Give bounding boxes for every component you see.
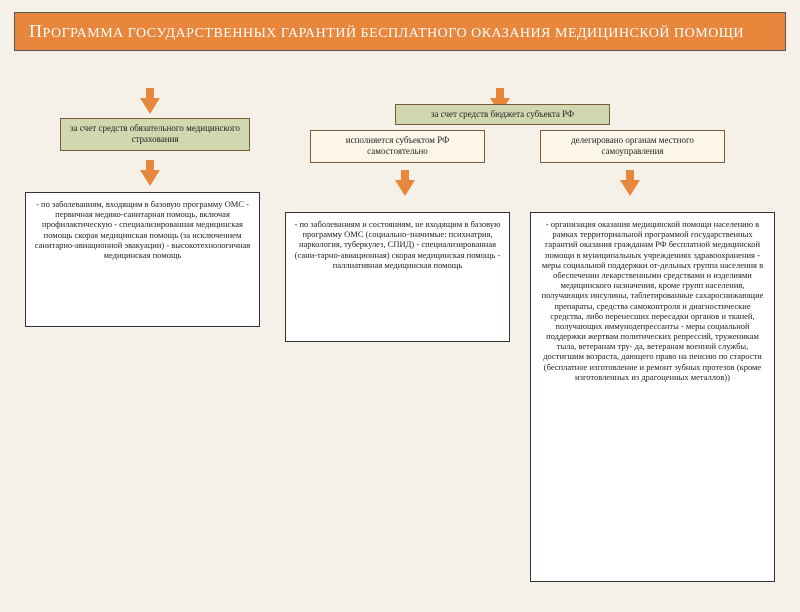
arrow-oms-to-detail	[140, 170, 160, 186]
text-funding-oms: за счет средств обязательного медицинско…	[70, 123, 240, 144]
text-self-executed: исполняется субъектом РФ самостоятельно	[346, 135, 449, 156]
title-first-char: П	[29, 21, 43, 41]
box-funding-budget: за счет средств бюджета субъекта РФ	[395, 104, 610, 125]
box-delegated: делегировано органам местного самоуправл…	[540, 130, 725, 163]
detail-self: - по заболеваниям и состояниям, не входя…	[285, 212, 510, 342]
text-detail-delegated: - организация оказания медицинской помощ…	[542, 219, 764, 382]
detail-oms: - по заболеваниям, входящим в базовую пр…	[25, 192, 260, 327]
arrow-self-to-detail	[395, 180, 415, 196]
arrow-title-to-left	[140, 98, 160, 114]
box-funding-oms: за счет средств обязательного медицинско…	[60, 118, 250, 151]
text-detail-self: - по заболеваниям и состояниям, не входя…	[295, 219, 501, 270]
text-delegated: делегировано органам местного самоуправл…	[571, 135, 694, 156]
text-detail-oms: - по заболеваниям, входящим в базовую пр…	[35, 199, 250, 260]
page-title: ПРОГРАММА ГОСУДАРСТВЕННЫХ ГАРАНТИЙ БЕСПЛ…	[14, 12, 786, 51]
text-funding-budget: за счет средств бюджета субъекта РФ	[431, 109, 574, 119]
detail-delegated: - организация оказания медицинской помощ…	[530, 212, 775, 582]
box-self-executed: исполняется субъектом РФ самостоятельно	[310, 130, 485, 163]
arrow-delegated-to-detail	[620, 180, 640, 196]
title-rest: РОГРАММА ГОСУДАРСТВЕННЫХ ГАРАНТИЙ БЕСПЛА…	[43, 26, 745, 41]
